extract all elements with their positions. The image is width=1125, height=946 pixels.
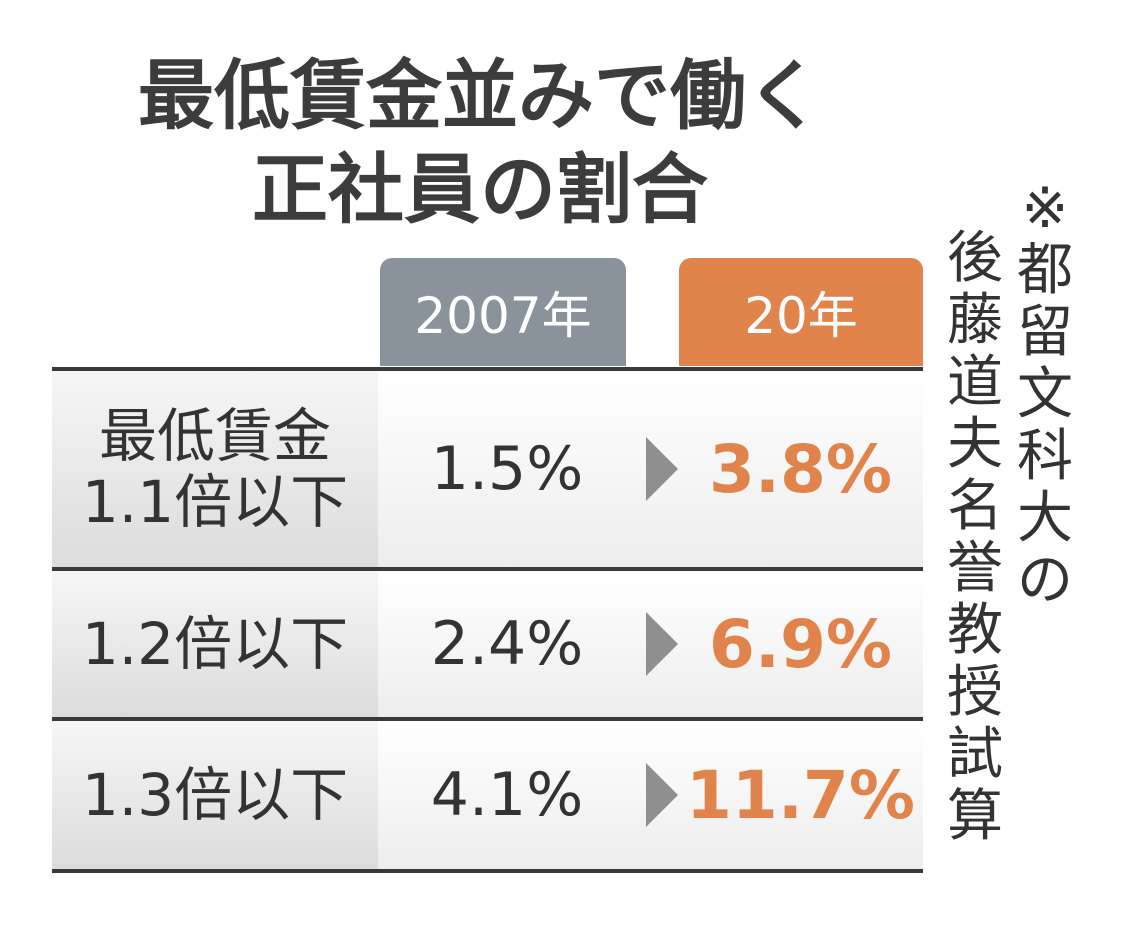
- source-note-line-1: ※ 都留文科大の: [1017, 176, 1073, 613]
- row-values: 2.4% 6.9%: [378, 571, 923, 717]
- chevron-right-icon: [646, 763, 678, 827]
- value-2007: 1.5%: [430, 434, 584, 504]
- value-2007: 4.1%: [430, 760, 584, 830]
- row-label-line: 最低賃金: [98, 402, 331, 470]
- value-20: 11.7%: [686, 756, 915, 834]
- chart-title-line-1: 最低賃金並みで働く: [138, 51, 822, 140]
- column-header-2007: 2007年: [380, 258, 626, 366]
- chart-title-line-2: 正社員の割合: [252, 145, 708, 234]
- row-label: 1.3倍以下: [52, 721, 378, 869]
- value-2007: 2.4%: [430, 609, 584, 679]
- row-label: 最低賃金 1.1倍以下: [52, 371, 378, 567]
- row-values: 4.1% 11.7%: [378, 721, 923, 869]
- row-label-line: 1.3倍以下: [81, 761, 349, 829]
- chevron-right-icon: [646, 612, 678, 676]
- data-table: 最低賃金 1.1倍以下 1.5% 3.8% 1.2倍以下 2.4% 6.9% 1…: [52, 367, 923, 873]
- row-label-line: 1.1倍以下: [81, 468, 349, 536]
- table-row: 1.2倍以下 2.4% 6.9%: [52, 571, 923, 721]
- row-label-line: 1.2倍以下: [81, 610, 349, 678]
- source-note-line-2: 後藤道夫名誉教授試算: [947, 226, 1003, 849]
- value-20: 6.9%: [708, 605, 893, 683]
- table-row: 1.3倍以下 4.1% 11.7%: [52, 721, 923, 873]
- row-values: 1.5% 3.8%: [378, 371, 923, 567]
- column-header-20: 20年: [679, 258, 923, 366]
- table-row: 最低賃金 1.1倍以下 1.5% 3.8%: [52, 371, 923, 571]
- chevron-right-icon: [646, 437, 678, 501]
- row-label: 1.2倍以下: [52, 571, 378, 717]
- value-20: 3.8%: [708, 430, 893, 508]
